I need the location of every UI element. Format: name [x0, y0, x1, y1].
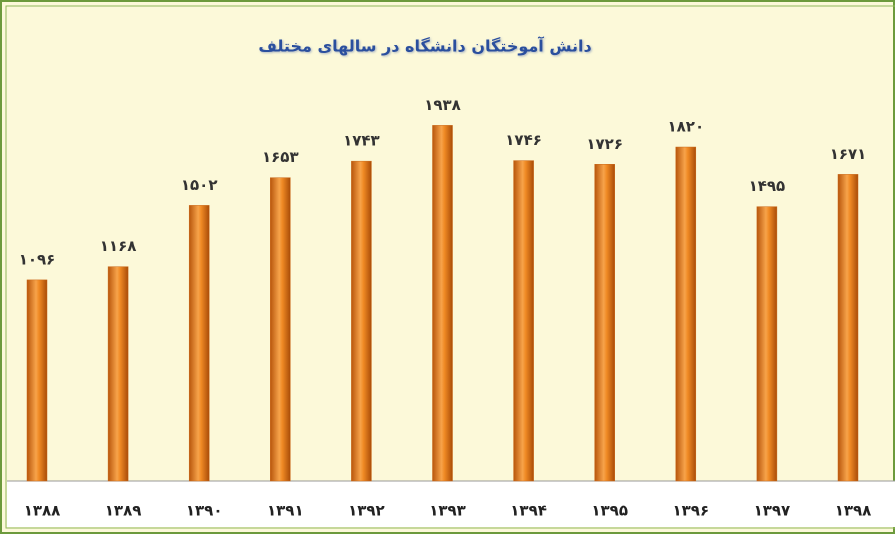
x-tick-label: ۱۳۹۷: [754, 502, 791, 520]
bar: [756, 206, 778, 482]
axis-strip: [7, 481, 895, 527]
bar: [351, 160, 372, 482]
value-label: ۱۷۴۳: [343, 132, 380, 150]
x-tick-label: ۱۳۸۹: [105, 502, 142, 520]
value-label: ۱۶۷۱: [830, 145, 867, 163]
bar: [594, 164, 615, 482]
bar: [107, 266, 129, 482]
bar: [26, 279, 48, 482]
x-tick-label: ۱۳۹۶: [672, 502, 709, 520]
chart-title: دانش آموختگان دانشگاه در سالهای مختلف: [258, 36, 591, 56]
value-label: ۱۷۴۶: [505, 131, 542, 149]
x-tick-label: ۱۳۹۵: [591, 502, 628, 520]
bar: [188, 205, 210, 482]
x-tick-label: ۱۳۹۴: [510, 502, 547, 520]
x-tick-label: ۱۳۹۲: [348, 502, 385, 520]
value-label: ۱۷۲۶: [586, 135, 623, 153]
bar: [837, 174, 859, 482]
value-label: ۱۱۶۸: [100, 237, 137, 255]
inner-frame: [5, 5, 895, 529]
value-label: ۱۹۳۸: [424, 96, 461, 114]
x-tick-label: ۱۳۹۳: [429, 502, 466, 520]
bar: [675, 146, 697, 482]
value-label: ۱۸۲۰: [667, 118, 704, 136]
x-tick-label: ۱۳۹۱: [267, 502, 304, 520]
x-tick-label: ۱۳۹۰: [186, 502, 223, 520]
value-label: ۱۵۰۲: [181, 176, 218, 194]
x-tick-label: ۱۳۹۸: [835, 502, 872, 520]
value-label: ۱۴۹۵: [749, 177, 786, 195]
bar: [513, 160, 534, 482]
x-tick-label: ۱۳۸۸: [24, 502, 61, 520]
value-label: ۱۰۹۶: [19, 250, 56, 268]
value-label: ۱۶۵۳: [262, 148, 299, 166]
bar: [432, 125, 453, 482]
bar: [270, 177, 291, 482]
